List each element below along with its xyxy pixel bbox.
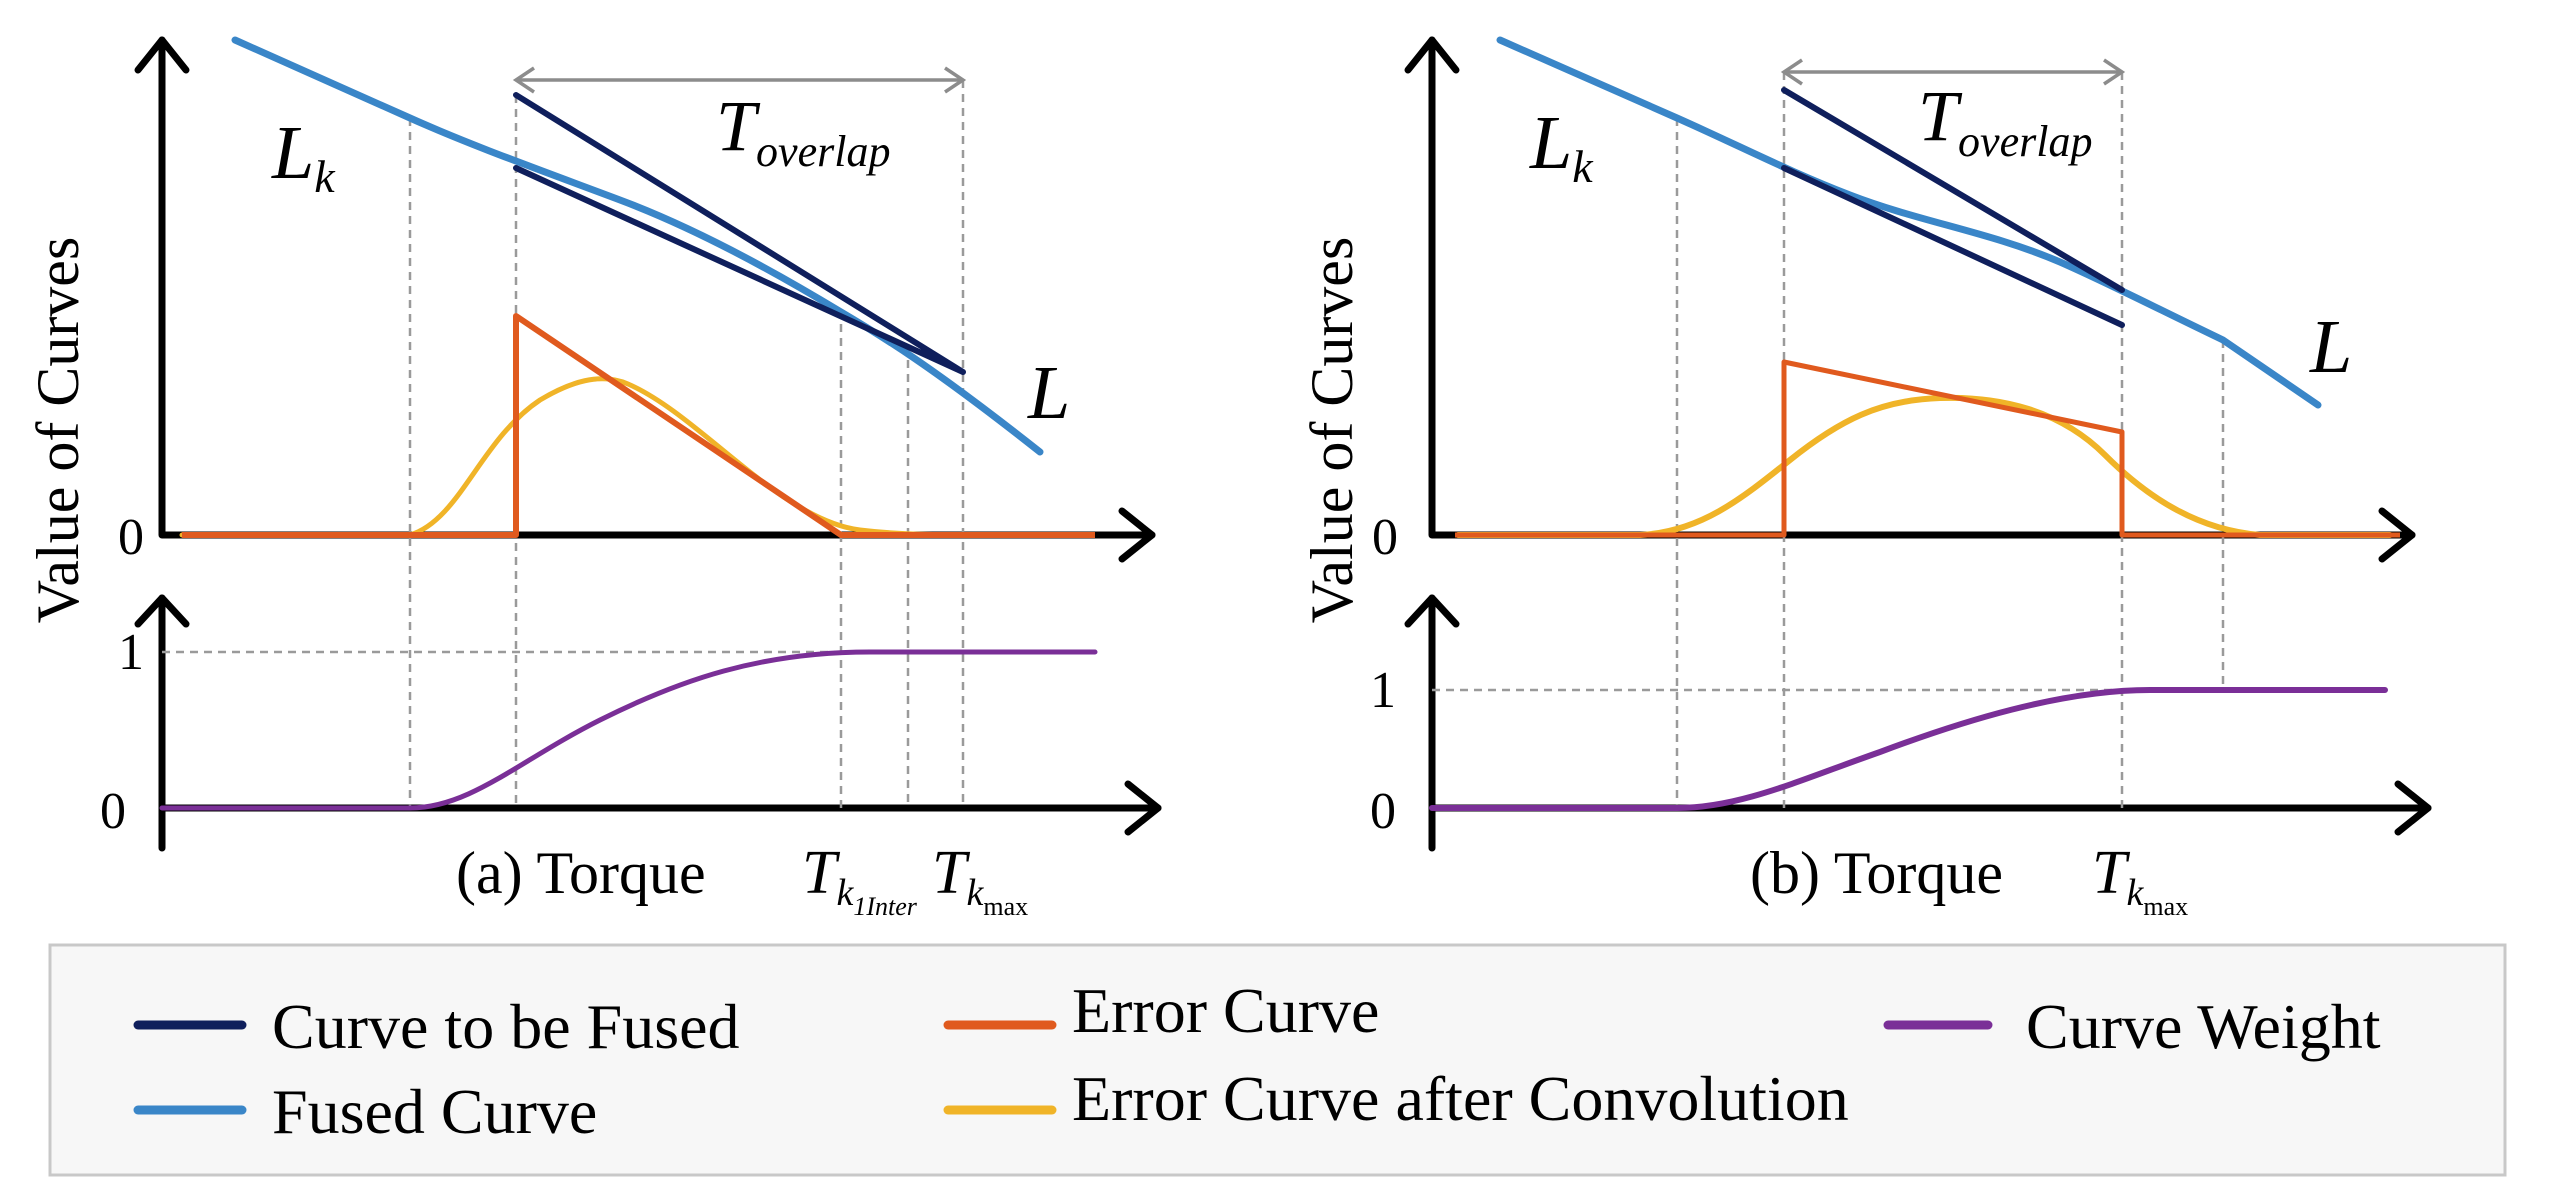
legend-label-error-curve: Error Curve [1072, 975, 1379, 1046]
panel-b-overlap-arrow [1780, 58, 2126, 86]
panel-b-fused-curve [1496, 36, 2322, 409]
panel-b-caption: (b) Torque [1750, 840, 2003, 906]
legend-label-error-curve-after-convolution: Error Curve after Convolution [1072, 1063, 1849, 1134]
panel-b-bottom-one: 1 [1370, 662, 1396, 719]
panel-b-top-axes [1404, 36, 2416, 563]
panel-a-guides [162, 80, 965, 808]
panel-a-label-Lk: Lk [271, 111, 336, 202]
panel-b-label-L: L [2309, 305, 2352, 389]
panel-a: Lk L Toverlap 0 1 0 (a) Torque Tk1Inter … [100, 36, 1162, 921]
panel-b-curve-weight [1429, 687, 2388, 811]
panel-a-top-zero: 0 [118, 509, 144, 566]
panel-b-overlap-label: Toverlap [1918, 76, 2092, 166]
legend: Curve to be Fused Fused Curve Error Curv… [48, 943, 2507, 1177]
panel-b-tick-T-kmax: Tkmax [2092, 839, 2188, 921]
panel-b-error-curve-after-convolution [1455, 394, 2393, 538]
panel-a-curve-to-be-fused [513, 92, 966, 375]
y-axis-label-right: Value of Curves [1299, 237, 1365, 624]
legend-box [48, 943, 2507, 1177]
panel-a-top-axes [134, 36, 1156, 563]
panel-a-error-curve [182, 313, 1095, 538]
panel-a-fused-curve [231, 36, 1044, 456]
panel-a-curve-weight [159, 649, 1098, 811]
panel-b-top-zero: 0 [1372, 509, 1398, 566]
panel-a-overlap-arrow [512, 66, 967, 94]
legend-label-curve-to-be-fused: Curve to be Fused [272, 991, 740, 1062]
panel-b: Lk L Toverlap 0 1 0 (b) Torque Tkmax [1370, 36, 2432, 921]
panel-b-label-Lk: Lk [1529, 101, 1594, 192]
panel-b-error-curve [1455, 359, 2400, 538]
legend-label-curve-weight: Curve Weight [2026, 991, 2381, 1062]
panel-a-tick-T-kmax: Tkmax [932, 839, 1028, 921]
panel-b-bottom-zero: 0 [1370, 783, 1396, 840]
legend-label-fused-curve: Fused Curve [272, 1076, 597, 1147]
panel-a-overlap-label: Toverlap [716, 86, 890, 176]
panel-a-bottom-one: 1 [118, 624, 144, 681]
panel-b-curve-to-be-fused [1781, 87, 2125, 328]
panel-a-label-L: L [1027, 351, 1070, 435]
panel-a-error-curve-after-convolution [179, 376, 1003, 538]
y-axis-label-left: Value of Curves [25, 237, 91, 624]
panel-a-tick-T-k1Inter: Tk1Inter [802, 839, 918, 921]
panel-a-caption: (a) Torque [456, 840, 706, 906]
panel-a-bottom-zero: 0 [100, 783, 126, 840]
